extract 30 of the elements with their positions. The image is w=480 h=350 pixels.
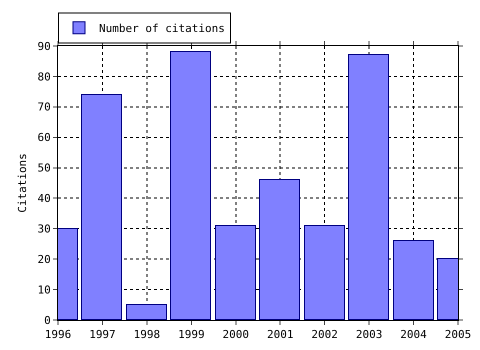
y-tick-label: 0 xyxy=(44,314,51,327)
x-tick-label: 1999 xyxy=(178,328,205,342)
y-tick-label: 10 xyxy=(38,283,51,296)
y-tick-label: 90 xyxy=(38,40,51,53)
y-tick-label: 50 xyxy=(38,162,51,175)
bar xyxy=(126,304,167,320)
bar xyxy=(215,225,256,320)
x-tick-label: 1998 xyxy=(134,328,160,342)
y-tick-label: 80 xyxy=(38,70,51,84)
y-tick-label: 30 xyxy=(38,222,51,236)
bar xyxy=(348,54,389,320)
x-tick-label: 1997 xyxy=(89,328,116,342)
x-tick-label: 1996 xyxy=(44,328,72,342)
y-tick-label: 20 xyxy=(38,252,51,266)
x-tick-label: 2002 xyxy=(311,328,338,342)
y-axis-title: Citations xyxy=(16,153,29,213)
x-tick-label: 2004 xyxy=(400,328,428,342)
bar xyxy=(81,94,122,320)
legend-label: Number of citations xyxy=(99,22,225,36)
x-tick-label: 2003 xyxy=(356,328,382,342)
bar xyxy=(170,51,211,320)
bar xyxy=(393,240,434,320)
y-tick-label: 70 xyxy=(38,100,51,114)
y-tick-label: 60 xyxy=(38,131,51,144)
y-tick-label: 40 xyxy=(38,192,51,206)
bar xyxy=(304,225,345,320)
bar xyxy=(259,179,300,320)
x-tick-label: 2005 xyxy=(444,328,472,342)
x-tick-label: 2000 xyxy=(222,328,250,342)
x-tick-label: 2001 xyxy=(266,328,294,342)
